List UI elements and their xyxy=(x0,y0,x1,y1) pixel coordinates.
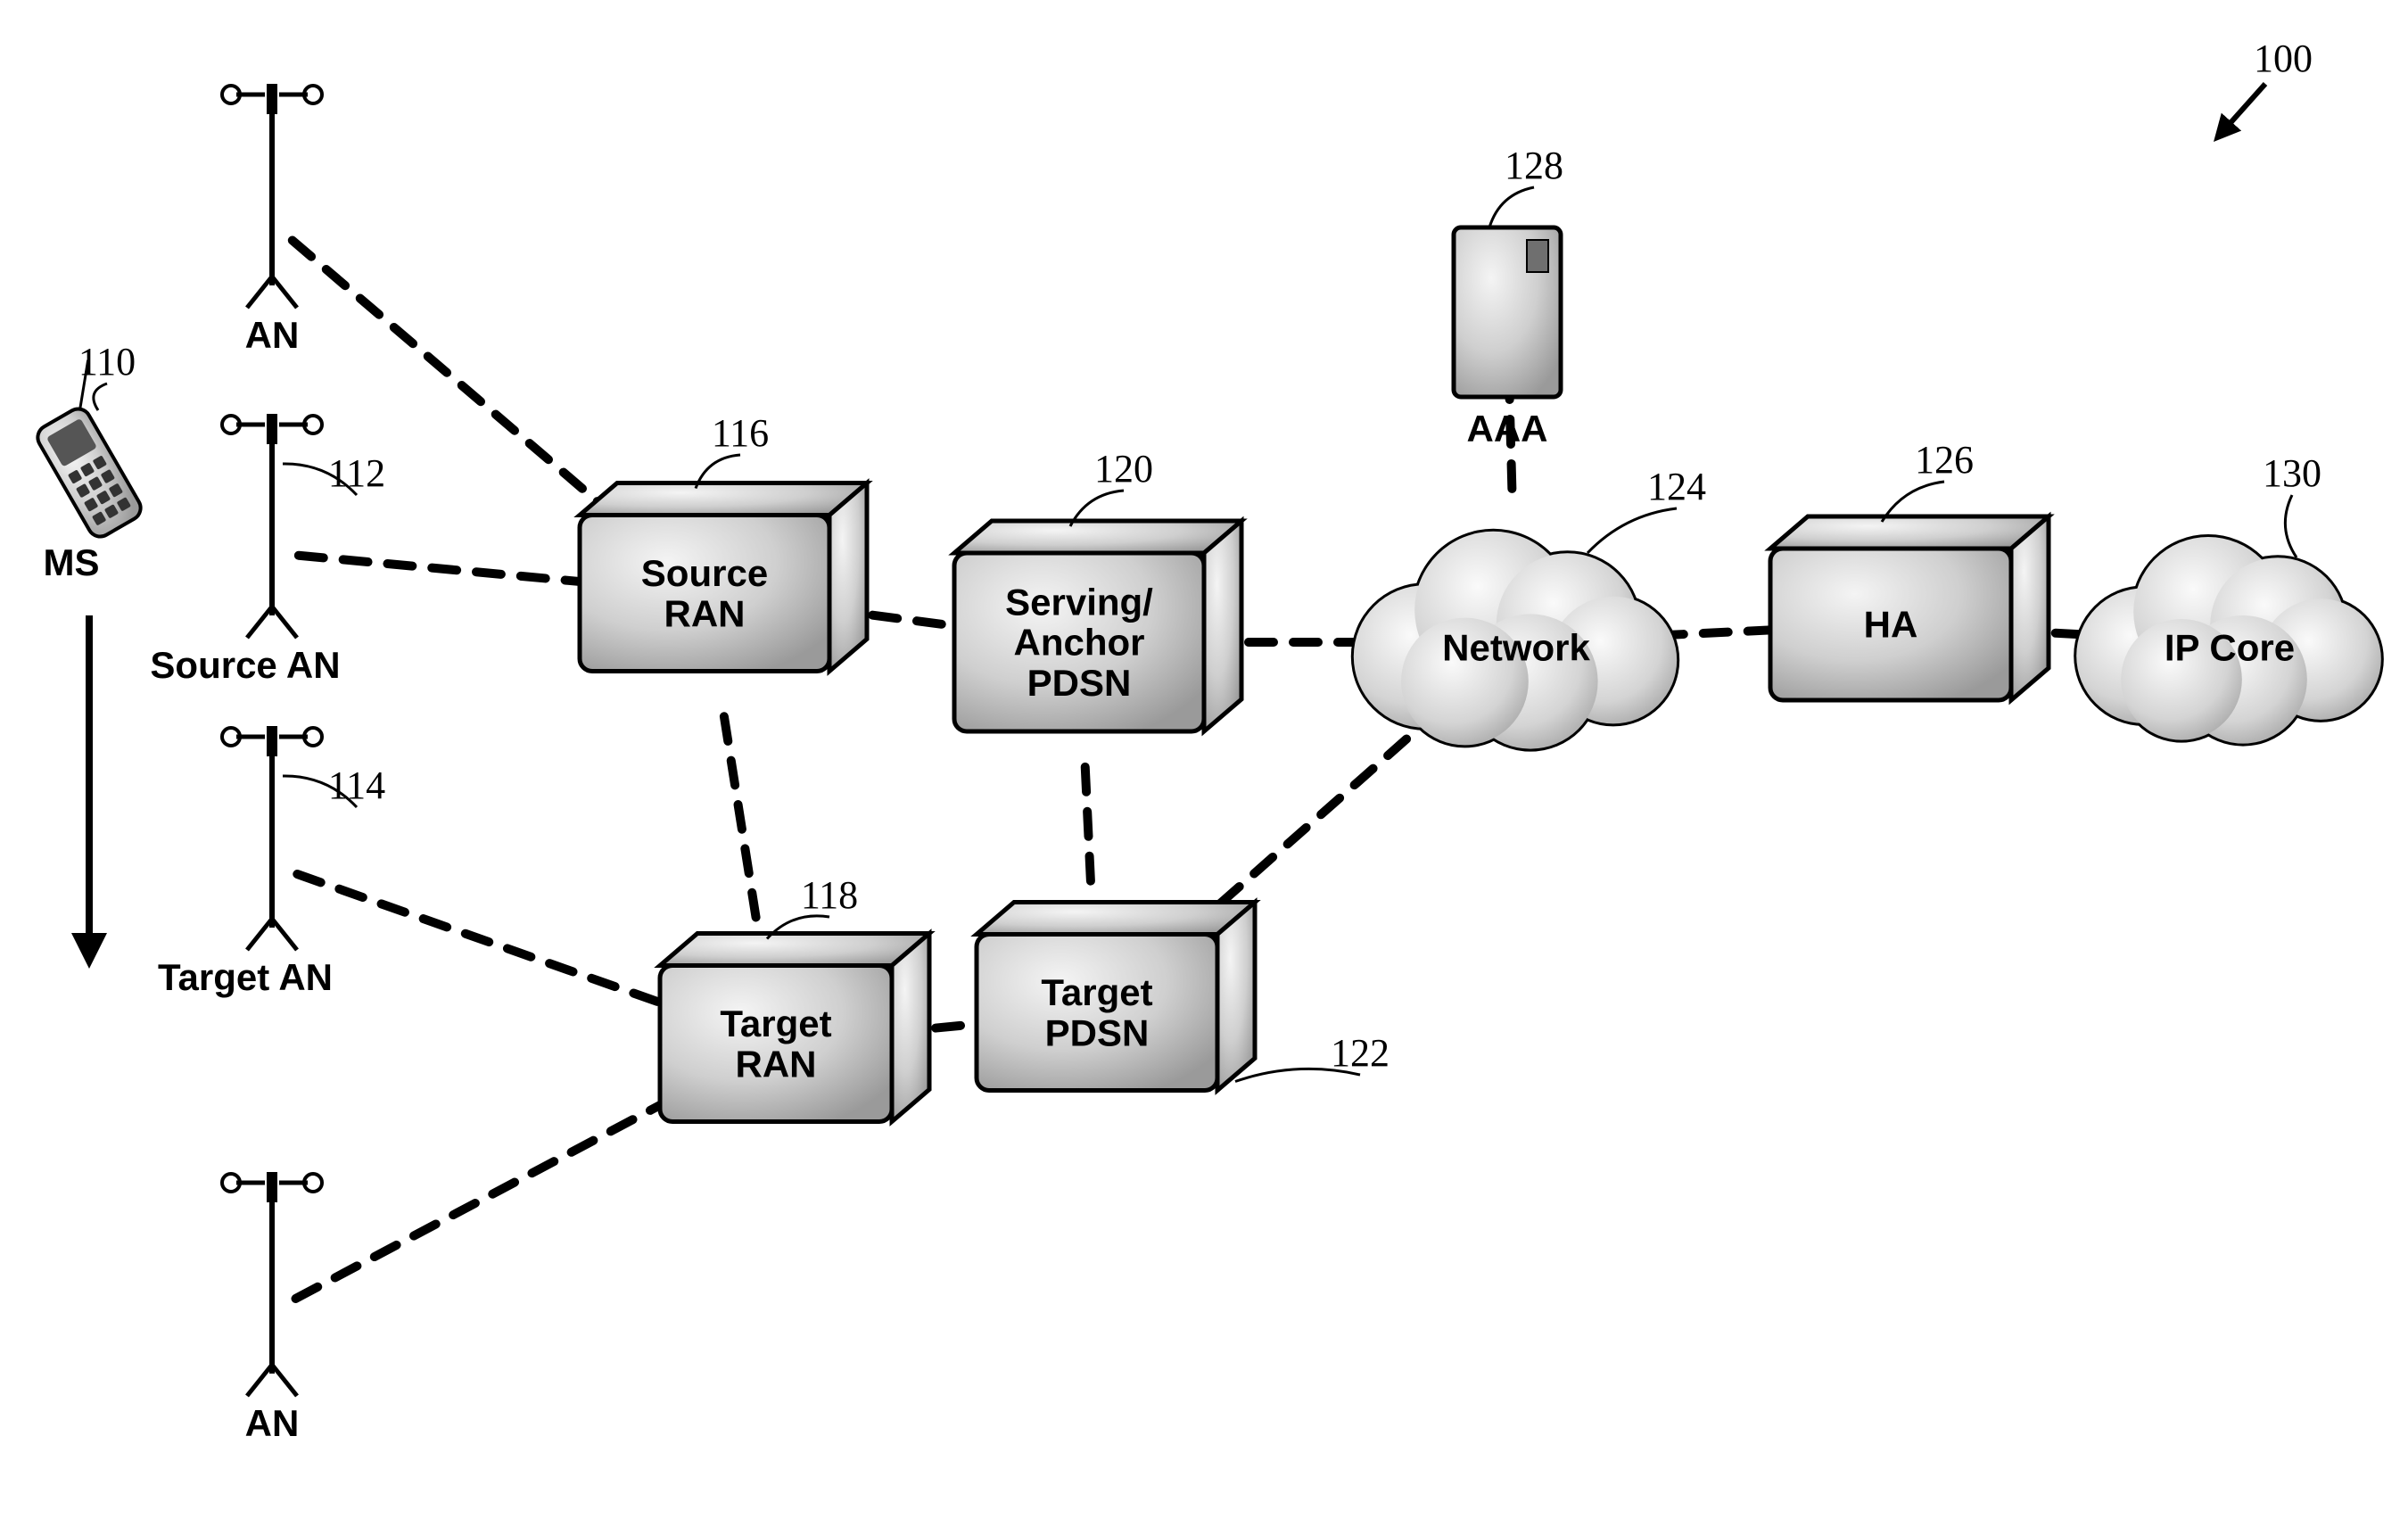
node-label: Network xyxy=(1442,627,1590,669)
node-source_ran: SourceRAN xyxy=(580,483,867,672)
ref-ms: 110 xyxy=(78,340,136,384)
ref-network: 124 xyxy=(1647,465,1706,508)
link-an_bot-target_ran xyxy=(295,1098,673,1299)
ref-ha: 126 xyxy=(1915,438,1974,482)
link-source_an-source_ran xyxy=(299,556,581,582)
ref-target_ran: 118 xyxy=(801,873,858,917)
node-ip_core: IP Core xyxy=(2074,534,2384,747)
ref-target_an: 114 xyxy=(328,764,385,807)
ref-leader-ms xyxy=(94,384,107,410)
label-source_an: Source AN xyxy=(150,644,340,686)
link-serving_pdsn-target_pdsn xyxy=(1085,767,1092,892)
label-an_top: AN xyxy=(245,314,300,356)
node-label: TargetRAN xyxy=(720,1003,831,1085)
node-label: IP Core xyxy=(2165,627,2295,669)
node-target_ran: TargetRAN xyxy=(660,934,929,1122)
node-target_an: Target AN xyxy=(158,726,333,998)
node-ha: HA xyxy=(1770,516,2049,700)
node-an_top: AN xyxy=(222,84,322,356)
link-target_an-target_ran xyxy=(297,874,666,1005)
ref-source_an: 112 xyxy=(328,451,385,495)
ref-ip_core: 130 xyxy=(2263,451,2321,495)
label-ms: MS xyxy=(43,541,99,583)
node-source_an: Source AN xyxy=(150,414,340,686)
ref-target_pdsn: 122 xyxy=(1331,1031,1390,1075)
node-label: Serving/AnchorPDSN xyxy=(1005,581,1153,704)
node-aaa: AAA xyxy=(1454,227,1561,450)
figure-ref: 100 xyxy=(2254,37,2313,80)
label-target_an: Target AN xyxy=(158,956,333,998)
link-source_ran-target_ran xyxy=(724,716,758,929)
label-aaa: AAA xyxy=(1467,408,1548,450)
node-label: TargetPDSN xyxy=(1041,971,1152,1053)
node-serving_pdsn: Serving/AnchorPDSN xyxy=(954,521,1241,731)
link-network-ha xyxy=(1659,630,1770,635)
links-layer xyxy=(293,241,2096,1299)
node-an_bot: AN xyxy=(222,1172,322,1444)
ref-leader-network xyxy=(1587,508,1677,553)
ref-aaa: 128 xyxy=(1505,144,1563,187)
ref-source_ran: 116 xyxy=(712,411,769,455)
ref-leader-ip_core xyxy=(2285,495,2297,557)
figure-ref-arrow xyxy=(2221,84,2265,134)
node-network: Network xyxy=(1351,529,1679,752)
ref-leader-aaa xyxy=(1489,187,1534,227)
ref-serving_pdsn: 120 xyxy=(1094,447,1153,491)
node-label: HA xyxy=(1864,604,1918,646)
node-target_pdsn: TargetPDSN xyxy=(977,903,1255,1091)
label-an_bot: AN xyxy=(245,1402,300,1444)
